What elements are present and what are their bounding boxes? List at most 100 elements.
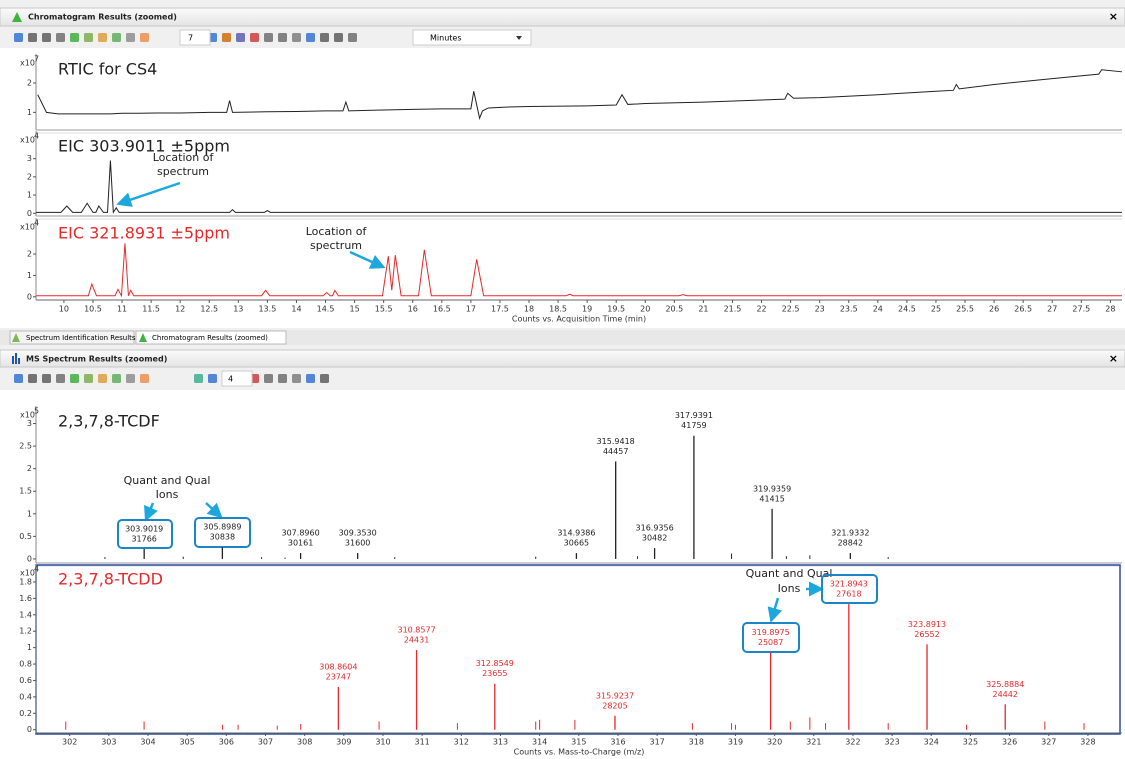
window-icon [12, 353, 20, 364]
x-tick-label: 327 [1041, 738, 1056, 747]
title-bar [0, 7, 1125, 27]
toolbar-icon[interactable] [320, 33, 329, 42]
toolbar-icon[interactable] [292, 33, 301, 42]
x-tick-label: 24.5 [898, 305, 916, 314]
y-tick-label: 0.6 [19, 676, 32, 685]
scale-label: x10 [20, 411, 35, 420]
x-tick-label: 11 [117, 305, 127, 314]
close-button[interactable]: × [1109, 352, 1118, 365]
peak-count-label: 27618 [836, 590, 861, 599]
toolbar-icon[interactable] [98, 374, 107, 383]
toolbar-icon[interactable] [306, 374, 315, 383]
x-axis-label: Counts vs. Acquisition Time (min) [512, 315, 646, 324]
toolbar-icon[interactable] [28, 374, 37, 383]
toolbar-icon[interactable] [208, 374, 217, 383]
x-tick-label: 321 [806, 738, 821, 747]
toolbar-icon[interactable] [84, 374, 93, 383]
peak-mz-label: 321.8943 [830, 580, 868, 589]
peak-mz-label: 308.8604 [319, 663, 357, 672]
toolbar-icon[interactable] [140, 374, 149, 383]
toolbar-icon[interactable] [250, 33, 259, 42]
x-tick-label: 25.5 [956, 305, 974, 314]
count-dropdown[interactable] [179, 29, 211, 46]
x-tick-label: 24 [873, 305, 883, 314]
x-tick-label: 13.5 [258, 305, 276, 314]
x-tick-label: 12.5 [200, 305, 218, 314]
y-tick-label: 1 [27, 108, 32, 117]
y-tick-label: 1 [27, 643, 32, 652]
peak-count-label: 24442 [993, 690, 1018, 699]
tab[interactable] [9, 330, 135, 345]
toolbar-icon[interactable] [112, 33, 121, 42]
toolbar-icon[interactable] [320, 374, 329, 383]
toolbar-icon[interactable] [28, 33, 37, 42]
toolbar-icon[interactable] [42, 33, 51, 42]
x-tick-label: 26 [989, 305, 999, 314]
close-button[interactable]: × [1109, 10, 1118, 23]
tab-icon [12, 333, 20, 342]
toolbar-icon[interactable] [112, 374, 121, 383]
toolbar-icon[interactable] [348, 33, 357, 42]
x-tick-label: 15.5 [375, 305, 393, 314]
toolbar-icon[interactable] [70, 374, 79, 383]
toolbar-icon[interactable] [140, 33, 149, 42]
toolbar-icon[interactable] [84, 33, 93, 42]
peak-count-label: 23655 [482, 669, 507, 678]
peak-count-label: 25087 [758, 638, 783, 647]
count-dropdown[interactable] [221, 370, 253, 387]
x-tick-label: 307 [258, 738, 273, 747]
panel-title: 2,3,7,8-TCDF [58, 412, 160, 431]
scale-label: x10 [20, 136, 35, 145]
toolbar-icon[interactable] [126, 33, 135, 42]
x-tick-label: 18 [524, 305, 534, 314]
window-title: Chromatogram Results (zoomed) [28, 13, 177, 22]
x-tick-label: 315 [571, 738, 586, 747]
trace [37, 69, 1123, 120]
peak-count-label: 31766 [131, 535, 156, 544]
peak-mz-label: 307.8960 [282, 529, 320, 538]
chart-area [0, 390, 1125, 759]
arrow [116, 181, 181, 207]
highlight-box [117, 519, 173, 549]
units-dropdown[interactable] [412, 29, 532, 46]
toolbar-icon[interactable] [14, 33, 23, 42]
scale-exponent: 4 [34, 219, 39, 228]
annotation: Location of [153, 151, 215, 164]
toolbar-icon[interactable] [70, 33, 79, 42]
toolbar-icon[interactable] [264, 33, 273, 42]
x-tick-label: 306 [219, 738, 234, 747]
toolbar-icon[interactable] [264, 374, 273, 383]
toolbar-icon[interactable] [334, 33, 343, 42]
toolbar-icon[interactable] [56, 33, 65, 42]
toolbar-icon[interactable] [222, 33, 231, 42]
x-tick-label: 303 [101, 738, 116, 747]
highlight-box [742, 622, 800, 653]
toolbar-icon[interactable] [42, 374, 51, 383]
toolbar-icon[interactable] [306, 33, 315, 42]
x-tick-label: 320 [767, 738, 782, 747]
toolbar-icon[interactable] [278, 33, 287, 42]
tab[interactable] [135, 330, 287, 345]
toolbar-icon[interactable] [278, 374, 287, 383]
x-tick-label: 328 [1080, 738, 1095, 747]
scale-exponent: 4 [34, 132, 39, 141]
x-tick-label: 322 [845, 738, 860, 747]
peak-count-label: 30838 [210, 533, 235, 542]
toolbar-icon[interactable] [194, 374, 203, 383]
peak-mz-label: 323.8913 [908, 620, 946, 629]
toolbar-icon[interactable] [126, 374, 135, 383]
x-tick-label: 316 [610, 738, 625, 747]
x-tick-label: 14.5 [317, 305, 335, 314]
toolbar-icon[interactable] [14, 374, 23, 383]
x-tick-label: 20.5 [665, 305, 683, 314]
toolbar-icon[interactable] [292, 374, 301, 383]
toolbar-icon[interactable] [56, 374, 65, 383]
arrow [205, 502, 223, 519]
panel-title: RTIC for CS4 [58, 60, 157, 79]
toolbar-icon[interactable] [236, 33, 245, 42]
x-tick-label: 309 [336, 738, 351, 747]
scale-exponent: 7 [34, 55, 39, 64]
y-tick-label: 1 [27, 271, 32, 280]
x-tick-label: 26.5 [1014, 305, 1032, 314]
toolbar-icon[interactable] [98, 33, 107, 42]
